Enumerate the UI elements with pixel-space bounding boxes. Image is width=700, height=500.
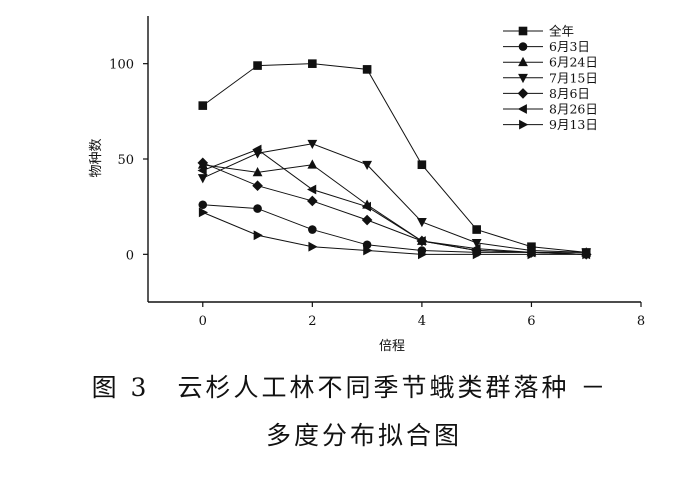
- chart: 0 2 4 6 8 0 50 100 全年6月3日6月24日7月15日8月6日8月26日9月1…: [89, 16, 645, 354]
- legend-marker: [518, 73, 528, 84]
- y-axis-title: 物种数: [89, 138, 104, 177]
- legend-item: 7月15日: [503, 70, 598, 85]
- x-tick-label: 8: [637, 314, 645, 329]
- legend-item: 8月6日: [503, 86, 590, 101]
- legend-item: 8月26日: [503, 102, 598, 117]
- data-point: [253, 204, 262, 213]
- data-point: [362, 160, 373, 171]
- data-point: [416, 236, 426, 246]
- axes: 0 2 4 6 8 0 50 100: [109, 16, 645, 329]
- legend-label: 8月6日: [549, 86, 590, 101]
- x-tick-label: 6: [527, 314, 535, 329]
- legend-item: 全年: [503, 24, 574, 39]
- legend-marker: [517, 104, 527, 114]
- legend-item: 6月3日: [503, 39, 590, 54]
- data-point: [253, 61, 262, 70]
- data-point: [308, 241, 318, 252]
- series-line: [202, 143, 587, 253]
- data-point: [252, 144, 262, 155]
- legend-label: 9月13日: [549, 117, 598, 132]
- data-point: [582, 249, 592, 260]
- data-point: [308, 59, 317, 68]
- legend-label: 7月15日: [549, 70, 598, 85]
- data-point: [307, 139, 318, 150]
- data-point: [417, 249, 428, 260]
- series-6: [197, 144, 591, 260]
- x-tick-label: 4: [418, 314, 426, 329]
- data-point: [252, 167, 263, 177]
- figure-caption-line-2: 多度分布拟合图: [265, 421, 462, 450]
- legend-label: 8月26日: [549, 102, 598, 117]
- data-point: [527, 249, 537, 260]
- series-layer: [197, 59, 592, 260]
- data-point: [197, 174, 208, 184]
- data-point: [472, 225, 481, 234]
- data-point: [307, 184, 317, 195]
- data-point: [198, 200, 208, 210]
- series-7: [198, 207, 592, 260]
- series-line: [202, 148, 587, 255]
- data-point: [363, 245, 373, 256]
- data-point: [417, 160, 427, 170]
- data-point: [252, 180, 263, 191]
- data-point: [253, 230, 263, 241]
- legend-marker: [519, 119, 529, 130]
- y-tick-label: 100: [109, 58, 134, 73]
- data-point: [197, 157, 209, 169]
- data-point: [472, 249, 482, 260]
- data-point: [471, 243, 481, 254]
- x-tick-label: 2: [308, 314, 316, 329]
- figure-caption-line-1: 图 3 云杉人工林不同季节蛾类群落种 －: [91, 373, 609, 402]
- data-point: [361, 214, 373, 226]
- data-point: [361, 201, 372, 212]
- series-line: [202, 211, 587, 255]
- data-point: [198, 207, 209, 218]
- data-point: [416, 218, 427, 228]
- legend-marker: [518, 42, 528, 51]
- data-point: [471, 238, 482, 249]
- legend-item: 6月24日: [503, 55, 598, 70]
- legend-label: 全年: [549, 24, 574, 39]
- legend-marker: [517, 88, 529, 99]
- series-4: [197, 139, 592, 258]
- legend-label: 6月3日: [549, 39, 590, 54]
- x-axis-title: 倍程: [379, 339, 405, 354]
- legend-item: 9月13日: [503, 117, 598, 132]
- data-point: [308, 225, 317, 234]
- data-point: [307, 159, 318, 169]
- x-tick-label: 0: [199, 314, 207, 329]
- data-point: [198, 101, 208, 110]
- data-point: [307, 195, 318, 207]
- y-tick-label: 0: [126, 248, 134, 263]
- legend-marker: [518, 26, 528, 36]
- data-point: [197, 165, 207, 176]
- legend-label: 6月24日: [549, 55, 598, 70]
- series-line: [202, 63, 587, 253]
- y-tick-label: 50: [117, 153, 134, 168]
- legend-marker: [518, 56, 528, 67]
- data-point: [362, 65, 372, 74]
